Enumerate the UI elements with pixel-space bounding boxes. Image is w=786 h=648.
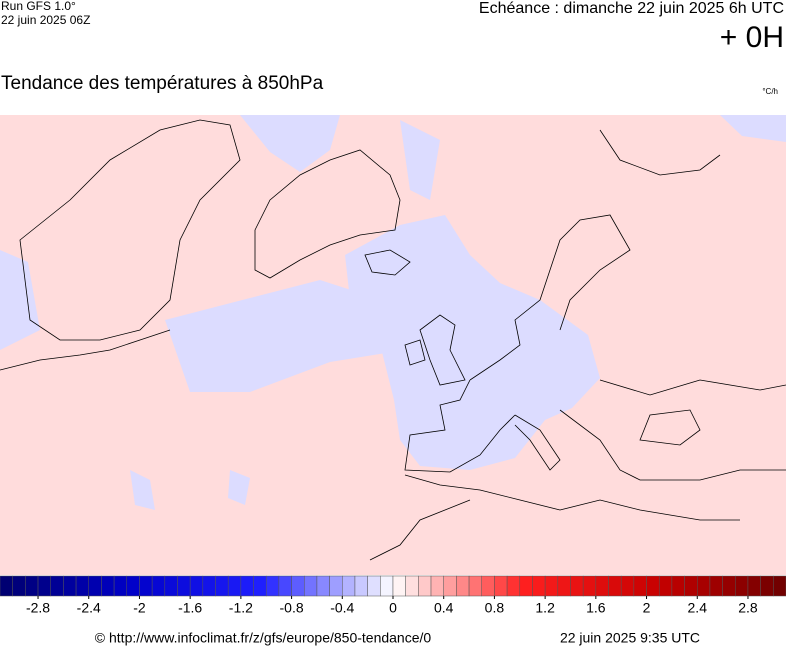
colorbar-swatch	[12, 575, 26, 597]
colorbar-swatch	[177, 575, 191, 597]
colorbar-swatch	[278, 575, 292, 597]
colorbar-tick-label: 0	[389, 600, 397, 616]
colorbar-tick-label: -0.4	[330, 600, 354, 616]
map-title: Tendance des températures à 850hPa	[1, 73, 324, 94]
colorbar-swatch	[0, 575, 13, 597]
colorbar-swatch	[189, 575, 204, 597]
colorbar-swatch	[773, 575, 786, 597]
colorbar-swatch	[151, 575, 166, 597]
colorbar-swatch	[139, 575, 153, 597]
lead-time: + 0H	[720, 21, 784, 54]
colorbar-swatch	[506, 575, 521, 597]
colorbar-swatch	[392, 575, 406, 597]
colorbar-swatch	[88, 575, 102, 597]
valid-time: Echéance : dimanche 22 juin 2025 6h UTC	[479, 0, 784, 17]
colorbar-swatch	[405, 575, 419, 597]
colorbar-swatch	[227, 575, 242, 597]
colorbar-swatch	[570, 575, 584, 597]
colorbar-swatch	[760, 575, 774, 597]
colorbar-swatch	[37, 575, 51, 597]
colorbar-swatch	[456, 575, 470, 597]
colorbar-swatch	[595, 575, 609, 597]
colorbar-swatch	[544, 575, 559, 597]
colorbar-swatch	[519, 575, 533, 597]
colorbar-swatch	[215, 575, 229, 597]
colorbar-swatch	[481, 575, 495, 597]
colorbar-swatch	[671, 575, 685, 597]
colorbar-swatch	[709, 575, 723, 597]
colorbar-swatch	[354, 575, 368, 597]
footer-time: 22 juin 2025 9:35 UTC	[560, 630, 700, 646]
colorbar-swatch	[367, 575, 381, 597]
colorbar-swatch	[443, 575, 457, 597]
colorbar-tick-label: -2.8	[26, 600, 50, 616]
colorbar-swatch	[316, 575, 330, 597]
colorbar-swatch	[430, 575, 444, 597]
colorbar-swatch	[101, 575, 115, 597]
colorbar-tick-label: -2.4	[77, 600, 101, 616]
colorbar-swatch	[240, 575, 254, 597]
colorbar-swatch	[646, 575, 660, 597]
colorbar-tick-label: 2	[643, 600, 651, 616]
colorbar-swatch	[608, 575, 622, 597]
colorbar-swatch	[63, 575, 77, 597]
colorbar-swatch	[164, 575, 178, 597]
colorbar-swatch	[633, 575, 647, 597]
colorbar-swatch	[697, 575, 711, 597]
colorbar-swatch	[658, 575, 673, 597]
run-label: Run GFS 1.0°	[1, 0, 76, 13]
colorbar-swatch	[253, 575, 267, 597]
colorbar-swatch	[380, 575, 394, 597]
colorbar-swatch	[494, 575, 508, 597]
colorbar-tick-label: -1.6	[178, 600, 202, 616]
colorbar-swatch	[735, 575, 749, 597]
run-date: 22 juin 2025 06Z	[1, 13, 90, 27]
colorbar-swatch	[620, 575, 635, 597]
colorbar-swatch	[25, 575, 39, 597]
footer-url: © http://www.infoclimat.fr/z/gfs/europe/…	[95, 630, 432, 646]
colorbar-swatch	[342, 575, 356, 597]
colorbar-swatch	[126, 575, 140, 597]
colorbar-tick-label: 0.8	[485, 600, 505, 616]
colorbar-swatch	[418, 575, 432, 597]
colorbar-tick-label: 0.4	[434, 600, 454, 616]
colorbar-swatch	[532, 575, 546, 597]
colorbar-tick-label: -0.8	[280, 600, 304, 616]
colorbar-swatch	[75, 575, 89, 597]
colorbar-swatch	[468, 575, 482, 597]
colorbar-swatch	[722, 575, 736, 597]
colorbar-tick-label: 2.4	[688, 600, 708, 616]
colorbar-swatch	[684, 575, 698, 597]
colorbar-swatch	[50, 575, 64, 597]
colorbar-tick-label: 1.6	[586, 600, 606, 616]
colorbar-swatch	[113, 575, 128, 597]
colorbar: -2.8 -2.4 -2 -1.6 -1.2 -0.8 -0.4 0 0.4 0.8 1.2 1.6 2…	[0, 575, 786, 616]
colorbar-swatch	[329, 575, 343, 597]
colorbar-swatch	[202, 575, 216, 597]
colorbar-tick-label: -1.2	[229, 600, 253, 616]
cooling-areas	[0, 115, 786, 510]
map	[0, 115, 786, 575]
colorbar-tick-label: -2	[133, 600, 146, 616]
coastlines	[0, 119, 786, 561]
colorbar-swatch	[265, 575, 280, 597]
colorbar-tick-label: 1.2	[535, 600, 555, 616]
colorbar-swatch	[582, 575, 597, 597]
colorbar-tick-label: 2.8	[738, 600, 758, 616]
unit-label: °C/h	[762, 87, 778, 96]
colorbar-swatch	[304, 575, 318, 597]
colorbar-swatch	[747, 575, 761, 597]
colorbar-swatch	[557, 575, 571, 597]
colorbar-swatch	[291, 575, 305, 597]
